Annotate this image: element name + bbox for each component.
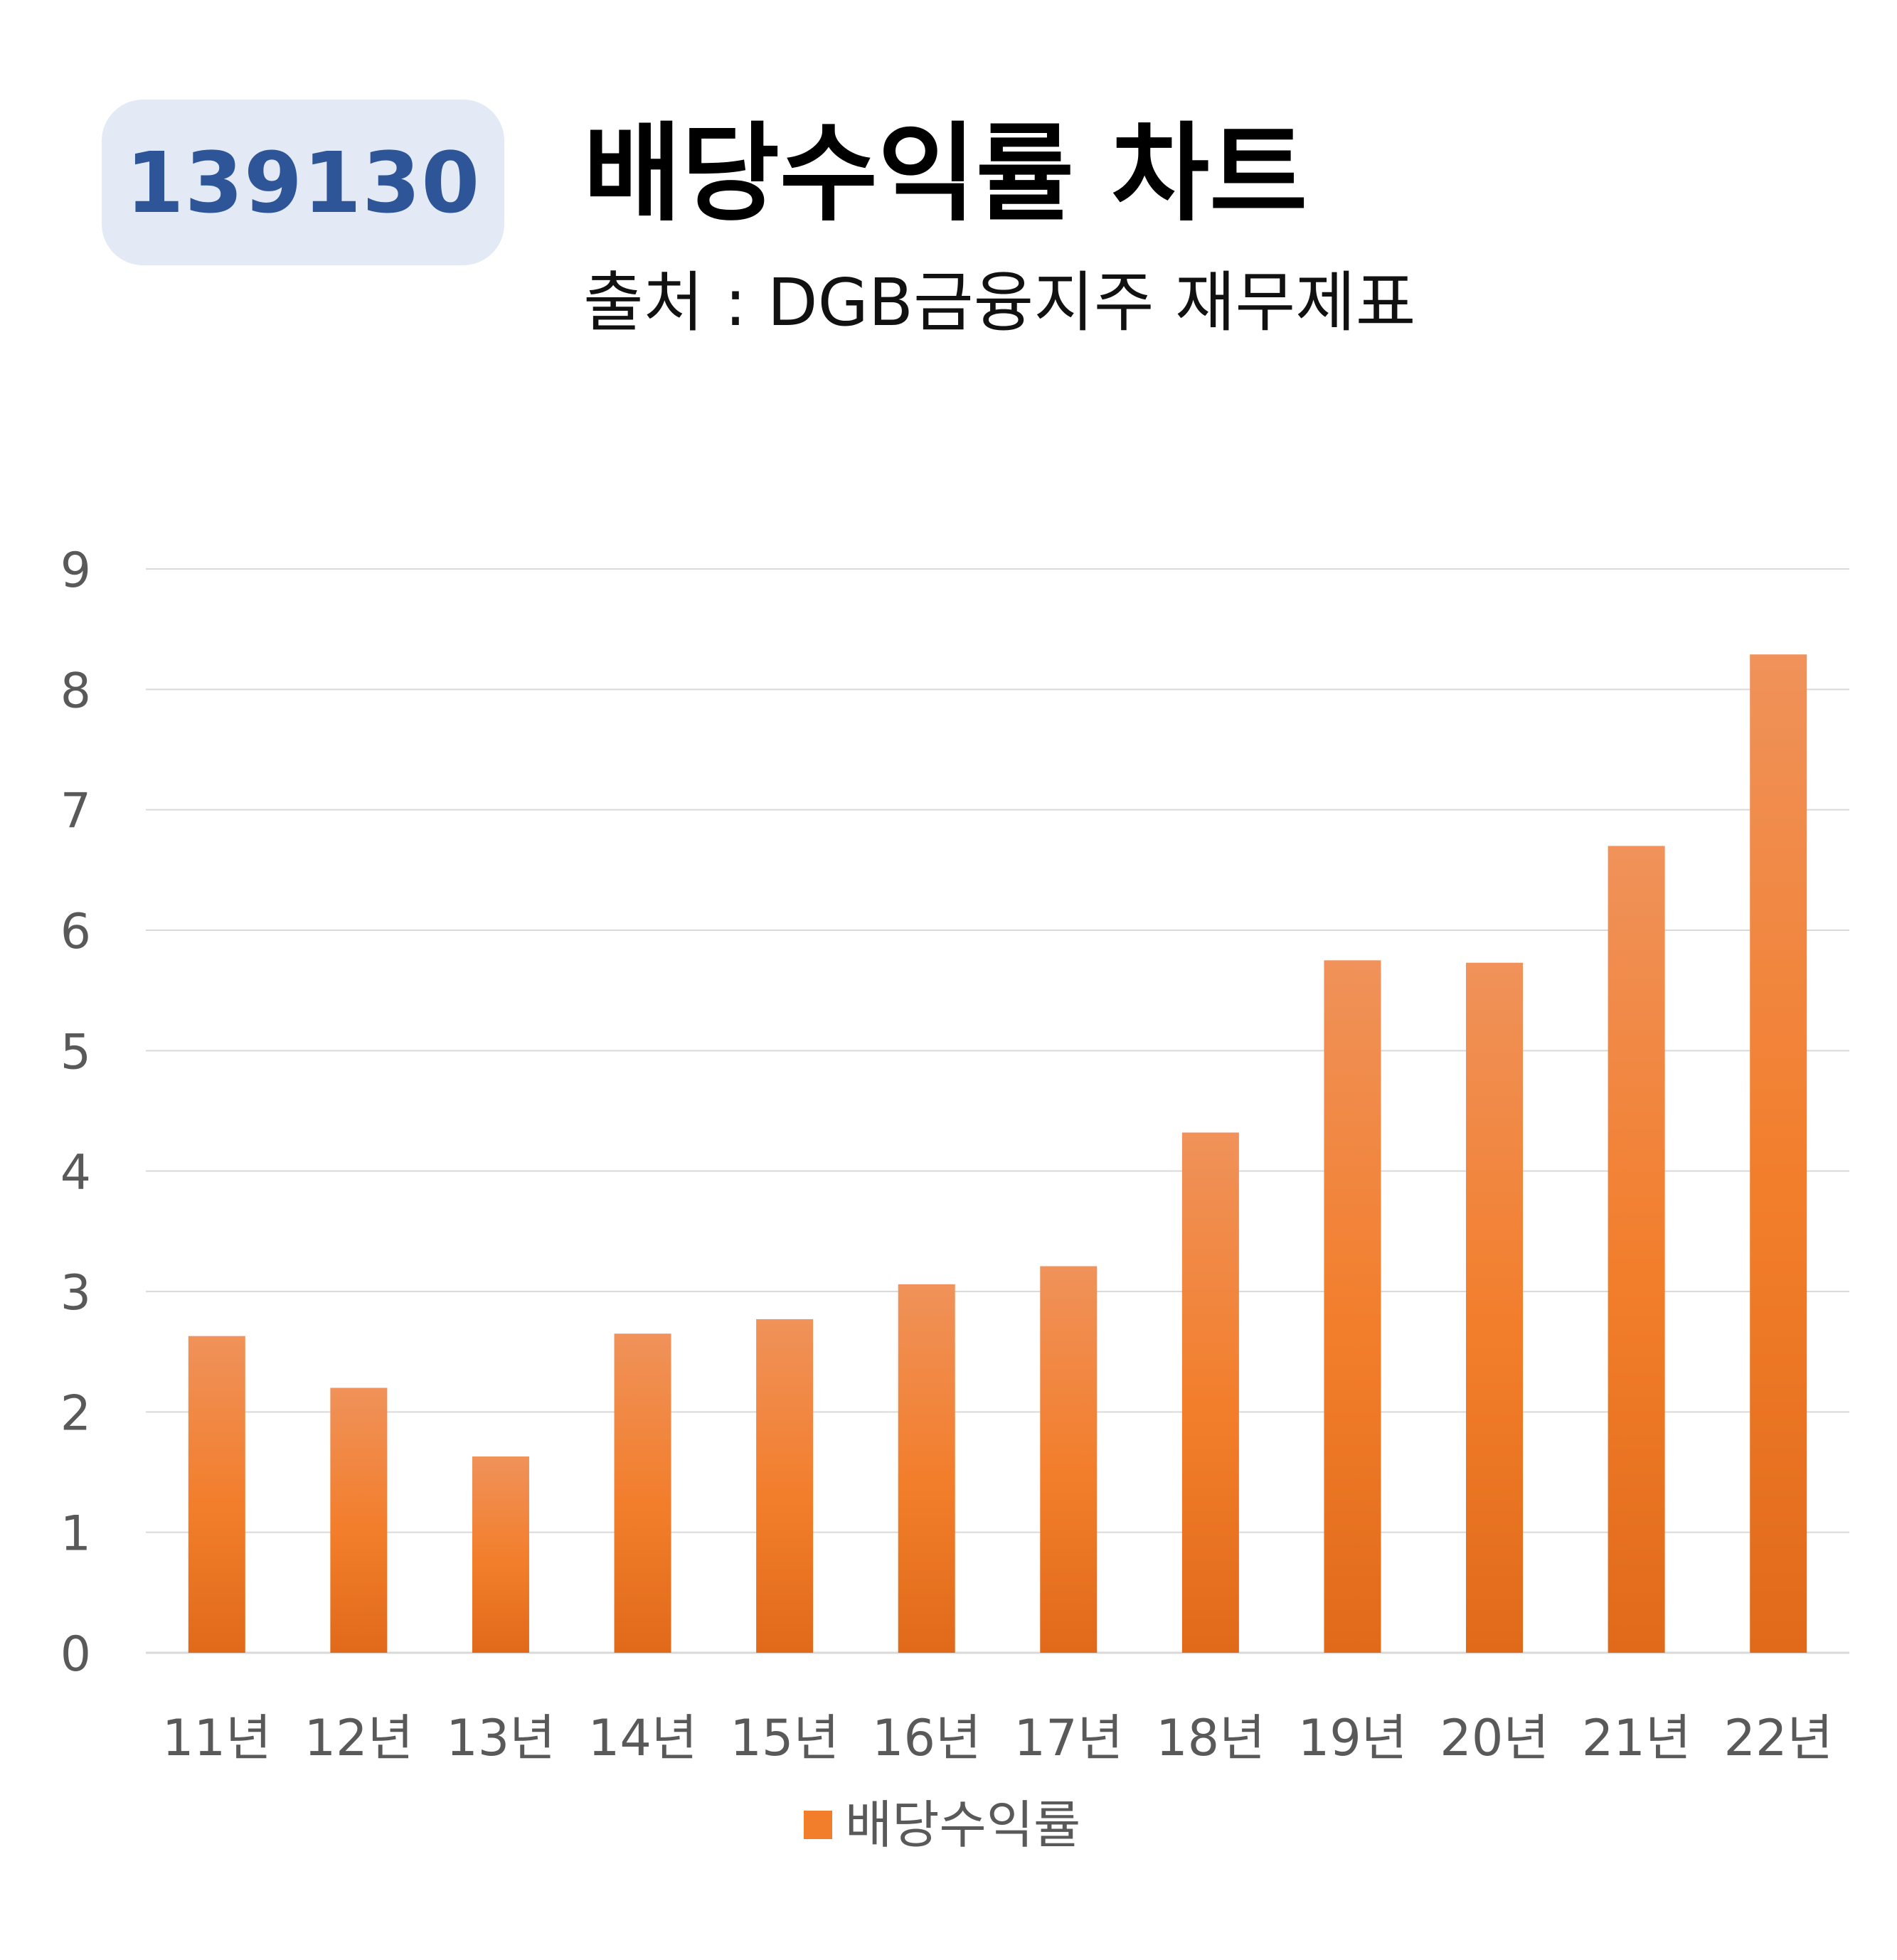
bar <box>1040 1266 1098 1653</box>
x-tick-label: 13년 <box>446 1709 555 1767</box>
y-tick-label: 3 <box>60 1265 91 1321</box>
x-tick-label: 16년 <box>872 1709 981 1767</box>
y-tick-label: 5 <box>60 1024 91 1080</box>
x-axis-ticks: 11년 12년 13년 14년 15년 16년 17년 18년 19년 20년 21년 22년 <box>162 1709 1833 1767</box>
y-tick-label: 4 <box>60 1145 91 1201</box>
stock-code: 139130 <box>125 133 481 232</box>
y-tick-label: 1 <box>60 1506 91 1562</box>
y-tick-label: 7 <box>60 784 91 840</box>
y-tick-label: 2 <box>60 1385 91 1442</box>
stock-code-badge: 139130 <box>102 100 504 265</box>
y-axis-ticks: 0 1 2 3 4 5 6 7 8 9 <box>60 543 91 1683</box>
y-tick-label: 9 <box>60 543 91 599</box>
bar <box>614 1333 671 1653</box>
bar <box>898 1284 955 1653</box>
bar <box>756 1319 814 1653</box>
y-tick-label: 0 <box>60 1626 91 1683</box>
x-tick-label: 21년 <box>1582 1709 1691 1767</box>
bar <box>1181 1132 1239 1653</box>
bar <box>188 1336 245 1653</box>
gridlines <box>146 568 1849 1654</box>
bars <box>188 654 1807 1653</box>
y-tick-label: 8 <box>60 663 91 719</box>
legend-label: 배당수익률 <box>845 1795 1081 1855</box>
y-tick-label: 6 <box>60 904 91 960</box>
legend-swatch <box>804 1811 832 1839</box>
legend: 배당수익률 <box>804 1799 1080 1850</box>
bar <box>1466 962 1524 1653</box>
x-tick-label: 22년 <box>1723 1709 1832 1767</box>
bar <box>330 1388 388 1653</box>
x-tick-label: 20년 <box>1440 1709 1548 1767</box>
bar <box>472 1456 529 1653</box>
bar <box>1324 960 1381 1653</box>
x-tick-label: 14년 <box>588 1709 697 1767</box>
x-tick-label: 17년 <box>1014 1709 1123 1767</box>
x-tick-label: 11년 <box>162 1709 271 1767</box>
x-tick-label: 12년 <box>304 1709 413 1767</box>
chart-title: 배당수익률 차트 <box>583 112 1308 236</box>
x-tick-label: 15년 <box>730 1709 839 1767</box>
x-tick-label: 18년 <box>1156 1709 1265 1767</box>
bar <box>1608 846 1665 1653</box>
x-tick-label: 19년 <box>1298 1709 1407 1767</box>
bar <box>1750 654 1807 1653</box>
chart-subtitle: 출처 : DGB금융지주 재무제표 <box>583 265 1416 341</box>
